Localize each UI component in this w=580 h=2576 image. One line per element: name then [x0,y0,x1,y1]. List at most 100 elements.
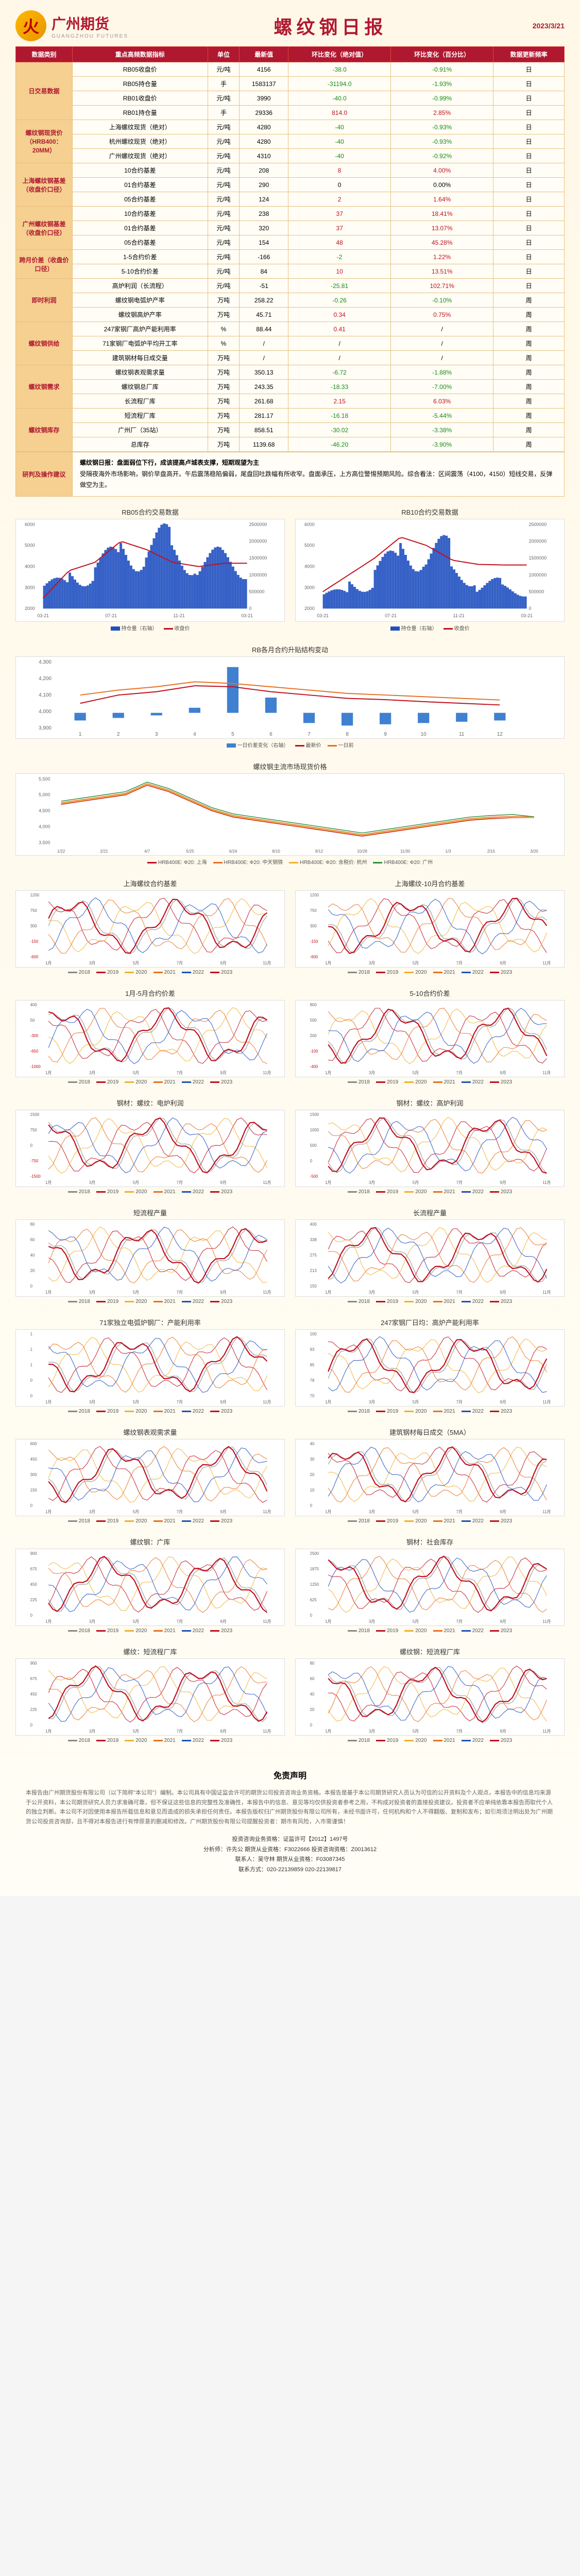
data-cell: 日 [493,264,565,279]
svg-text:4,100: 4,100 [39,692,52,698]
svg-text:500: 500 [310,1143,317,1148]
svg-text:1月: 1月 [325,961,331,965]
mid-chart: 3,9004,0004,1004,2004,300123456789101112 [15,656,565,739]
seasonal-chart: 1502132753384001月3月5月7月9月11月 [295,1219,565,1297]
data-cell: / [391,351,493,365]
seasonal-chart: -1500-750075015001月3月5月7月9月11月 [15,1110,285,1187]
col-header: 环比变化（绝对值） [288,47,391,62]
data-cell: 万吨 [208,351,240,365]
svg-text:5月: 5月 [133,1619,139,1624]
data-cell: -5.44% [391,409,493,423]
svg-text:1875: 1875 [310,1567,319,1571]
data-cell: 元/吨 [208,192,240,207]
svg-text:1500: 1500 [310,1112,319,1117]
svg-text:-150: -150 [310,939,318,944]
data-cell: 247家钢厂高炉产能利用率 [73,322,208,336]
svg-text:3000: 3000 [25,585,35,590]
svg-text:0: 0 [30,1503,33,1508]
svg-text:1月: 1月 [45,1290,52,1295]
svg-text:20: 20 [310,1707,315,1712]
col-header: 重点高频数据指标 [73,47,208,62]
data-cell: 45.28% [391,235,493,250]
suggest-text: 螺纹钢日报：盘面弱位下行，成该提高卢城表支撑，短期观望为主 受隔夜海外市场影响，… [73,452,565,497]
suggest-body: 受隔夜海外市场影响，钢价早盘高开。午后震荡稳陷偏弱，尾盘回吐跌幅有所收窄。盘面承… [80,470,552,489]
svg-text:11月: 11月 [263,1290,271,1295]
svg-text:9月: 9月 [500,1510,506,1514]
small-chart-title: 上海螺纹合约基差 [15,878,285,888]
data-cell: 元/吨 [208,264,240,279]
col-header: 数据更新频率 [493,47,565,62]
data-cell: -46.20 [288,437,391,452]
svg-text:1月: 1月 [325,1619,331,1624]
data-cell: 102.71% [391,279,493,293]
data-cell: 4.00% [391,163,493,178]
data-cell: 37 [288,221,391,235]
suggest-headline: 螺纹钢日报：盘面弱位下行，成该提高卢城表支撑，短期观望为主 [80,459,259,466]
svg-text:0: 0 [30,1378,33,1383]
small-chart-legend: 201820192020202120222023 [295,970,565,975]
data-cell: 1583137 [240,77,288,91]
svg-text:7月: 7月 [177,1619,183,1624]
data-cell: / [391,322,493,336]
svg-text:2500000: 2500000 [249,522,267,527]
svg-text:1月: 1月 [325,1180,331,1185]
category-cell: 日交易数据 [16,62,73,120]
footer-line: 分析师：许先公 期货从业资格：F3022666 投资咨询资格：Z0013612 [26,1845,554,1855]
svg-text:1: 1 [30,1363,32,1367]
data-cell: 日 [493,77,565,91]
data-cell: 手 [208,77,240,91]
svg-text:20: 20 [30,1268,35,1273]
svg-text:300: 300 [30,924,38,928]
data-cell: 1.64% [391,192,493,207]
small-chart-legend: 201820192020202120222023 [15,1738,285,1743]
data-cell: 元/吨 [208,163,240,178]
svg-text:338: 338 [310,1238,317,1242]
svg-text:2/21: 2/21 [100,849,108,854]
svg-text:11月: 11月 [263,1180,271,1185]
svg-text:40: 40 [310,1442,315,1446]
svg-text:-600: -600 [310,955,318,959]
svg-text:1月: 1月 [325,1400,331,1404]
svg-text:70: 70 [310,1394,315,1398]
svg-text:11月: 11月 [263,961,271,965]
report-date: 2023/3/21 [533,22,565,30]
svg-text:625: 625 [310,1598,317,1602]
data-cell: -1.93% [391,77,493,91]
svg-text:20: 20 [310,1472,315,1477]
data-cell: -166 [240,250,288,264]
svg-text:1/22: 1/22 [57,849,65,854]
data-cell: / [288,351,391,365]
svg-text:9/12: 9/12 [315,849,323,854]
svg-text:5: 5 [231,732,234,737]
data-cell: 万吨 [208,394,240,409]
category-cell: 螺纹钢需求 [16,365,73,409]
svg-text:1月: 1月 [45,1510,52,1514]
data-cell: 上海螺纹现货（绝对） [73,120,208,134]
svg-text:2500000: 2500000 [529,522,547,527]
data-cell: 周 [493,409,565,423]
svg-text:11月: 11月 [542,1510,551,1514]
svg-text:3月: 3月 [89,1510,95,1514]
svg-text:6/24: 6/24 [229,849,237,854]
svg-text:3月: 3月 [89,1180,95,1185]
data-cell: 2.85% [391,106,493,120]
svg-text:4/7: 4/7 [144,849,150,854]
data-cell: 日 [493,120,565,134]
data-cell: 0.00% [391,178,493,192]
data-cell: 万吨 [208,409,240,423]
col-header: 最新值 [240,47,288,62]
svg-text:11/30: 11/30 [400,849,411,854]
data-cell: 广州螺纹现货（绝对） [73,149,208,163]
svg-text:3月: 3月 [369,1729,375,1734]
small-chart-title: 螺纹钢：广库 [15,1537,285,1547]
svg-text:80: 80 [30,1222,35,1227]
data-cell: -40.0 [288,91,391,106]
svg-text:1月: 1月 [45,961,52,965]
svg-text:11: 11 [459,732,464,737]
svg-text:2000: 2000 [304,606,315,611]
seasonal-chart: 707885931001月3月5月7月9月11月 [295,1329,565,1406]
svg-text:4,200: 4,200 [39,676,52,682]
svg-text:500: 500 [310,1018,317,1023]
svg-text:10: 10 [421,732,427,737]
svg-text:3月: 3月 [89,961,95,965]
